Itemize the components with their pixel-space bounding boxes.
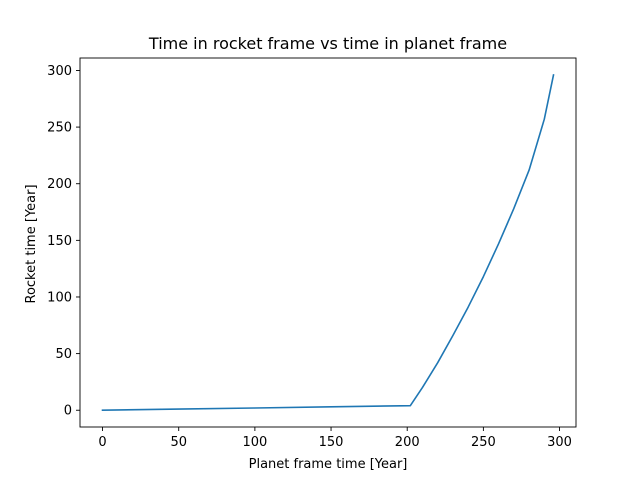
y-tick-label: 200	[47, 177, 72, 192]
series-layer	[101, 74, 555, 412]
x-tick-label: 0	[98, 435, 106, 450]
y-tick-label: 100	[47, 290, 72, 305]
y-tick-label: 50	[55, 347, 72, 362]
y-tick-label: 250	[47, 121, 72, 136]
x-tick-label: 200	[395, 435, 420, 450]
plot-area: 0 50 100 150 200 250 300 0 50 100 150 200 250 300	[47, 57, 577, 450]
x-axis-label: Planet frame time [Year]	[249, 457, 408, 472]
y-axis-label: Rocket time [Year]	[24, 184, 39, 303]
axes-layer: 0 50 100 150 200 250 300 0 50 100 150 200 250 300	[47, 57, 577, 450]
y-tick-label: 150	[47, 234, 72, 249]
y-tick-label: 0	[64, 404, 72, 419]
x-tick-label: 100	[242, 435, 267, 450]
x-tick-label: 150	[319, 435, 344, 450]
x-tick-label: 50	[170, 435, 187, 450]
series-line-1	[101, 74, 555, 412]
y-tick-label: 300	[47, 64, 72, 79]
axes-frame	[79, 57, 577, 428]
x-tick-label: 300	[547, 435, 572, 450]
x-tick-label: 250	[471, 435, 496, 450]
chart-title: Time in rocket frame vs time in planet f…	[148, 34, 507, 53]
